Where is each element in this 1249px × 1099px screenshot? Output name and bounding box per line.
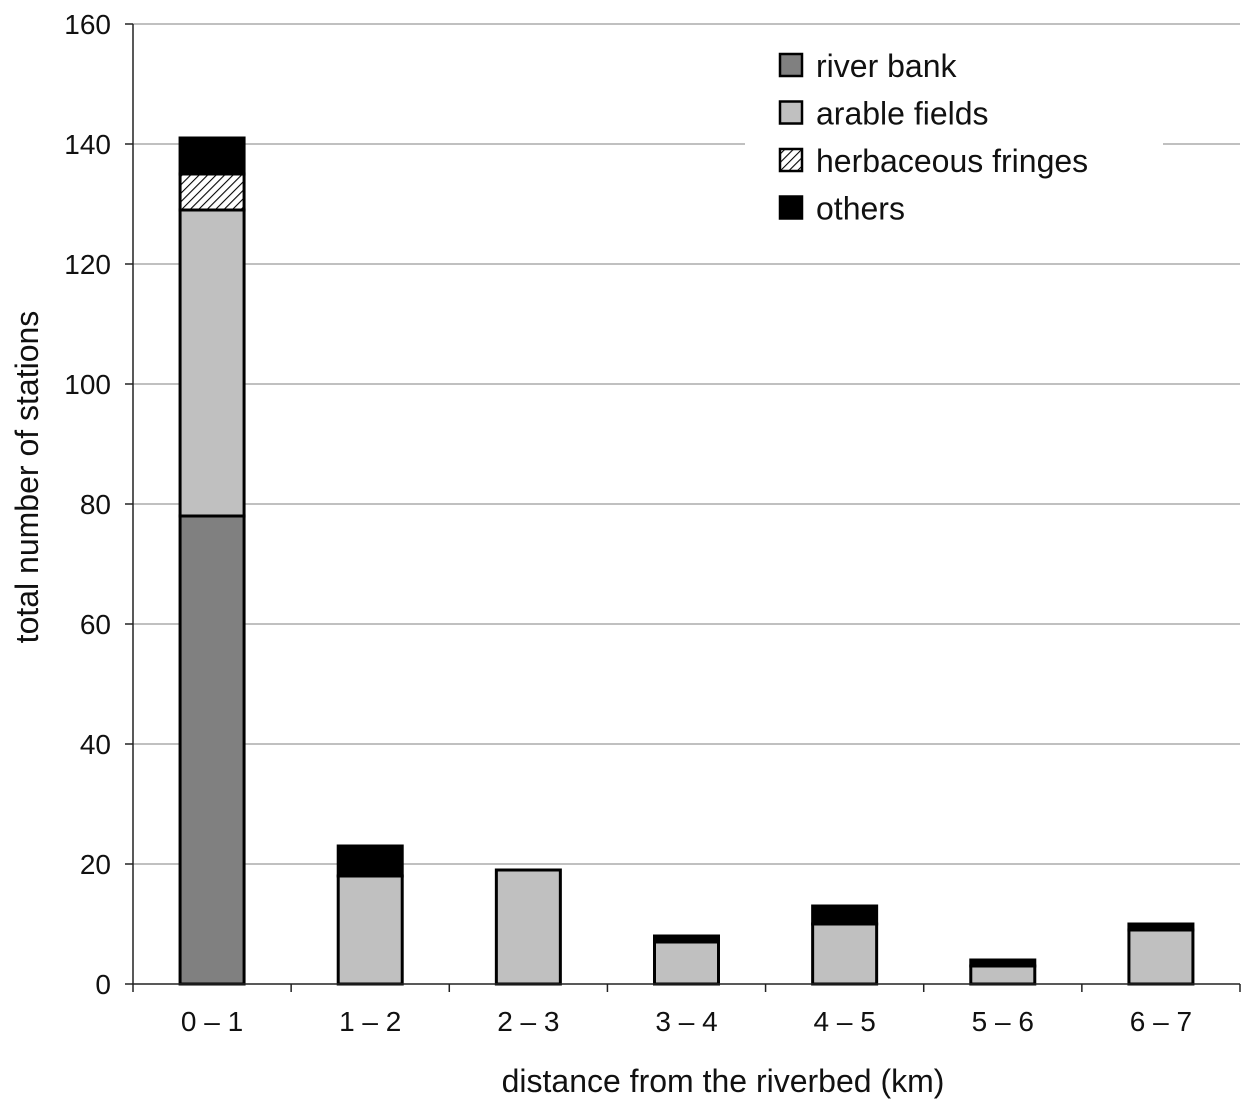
x-axis-title: distance from the riverbed (km)	[502, 1063, 945, 1099]
y-tick-label: 100	[64, 369, 111, 400]
bars	[178, 136, 1195, 986]
bar-segment-others	[1127, 922, 1195, 932]
axes: 0 20 40 60 80 100 120 140 160 0 – 1 1 – 2 2 – 3 3 – …	[64, 9, 1241, 1037]
legend-label: others	[816, 191, 905, 227]
x-tick-label: 5 – 6	[972, 1006, 1034, 1037]
legend-swatch-river-bank	[778, 52, 804, 78]
legend-background	[745, 36, 1163, 230]
x-tick-label: 1 – 2	[339, 1006, 401, 1037]
x-tick-label: 4 – 5	[814, 1006, 876, 1037]
legend-label: herbaceous fringes	[816, 143, 1088, 179]
bar-segment-others	[811, 904, 879, 926]
legend-label: arable fields	[816, 96, 989, 132]
x-tick-label: 6 – 7	[1130, 1006, 1192, 1037]
bar-segment-arable-fields	[811, 922, 879, 986]
y-tick-label: 20	[80, 849, 111, 880]
legend-swatch-arable-fields	[778, 100, 804, 125]
y-tick-label: 80	[80, 489, 111, 520]
y-tick-label: 0	[95, 969, 111, 1000]
bar-segment-others	[653, 934, 720, 944]
bar-segment-arable-fields	[653, 940, 720, 986]
bar-segment-arable-fields	[1127, 928, 1195, 986]
bar-segment-arable-fields	[969, 964, 1037, 986]
bar-segment-others	[336, 844, 404, 878]
bar-segment-arable-fields	[336, 874, 404, 986]
bar-segment-arable-fields	[494, 868, 562, 986]
legend-swatch-herbaceous-fringes	[778, 147, 804, 173]
legend-swatch-others	[778, 195, 804, 220]
y-tick-label: 40	[80, 729, 111, 760]
legend-label: river bank	[816, 48, 958, 84]
y-axis-title: total number of stations	[9, 311, 45, 644]
bar-segment-arable-fields	[178, 208, 246, 518]
bar-segment-others	[969, 958, 1037, 968]
x-tick-label: 3 – 4	[655, 1006, 717, 1037]
y-tick-label: 120	[64, 249, 111, 280]
y-tick-label: 160	[64, 9, 111, 40]
legend: river bank arable fields herbaceous fringe…	[745, 36, 1163, 230]
bar-segment-herbaceous-fringes	[178, 172, 246, 212]
y-tick-label: 60	[80, 609, 111, 640]
x-tick-label: 2 – 3	[497, 1006, 559, 1037]
x-tick-label: 0 – 1	[181, 1006, 243, 1037]
bar-segment-river-bank	[178, 514, 246, 986]
gridlines	[133, 23, 1240, 865]
y-tick-label: 140	[64, 129, 111, 160]
bar-segment-others	[178, 136, 246, 176]
